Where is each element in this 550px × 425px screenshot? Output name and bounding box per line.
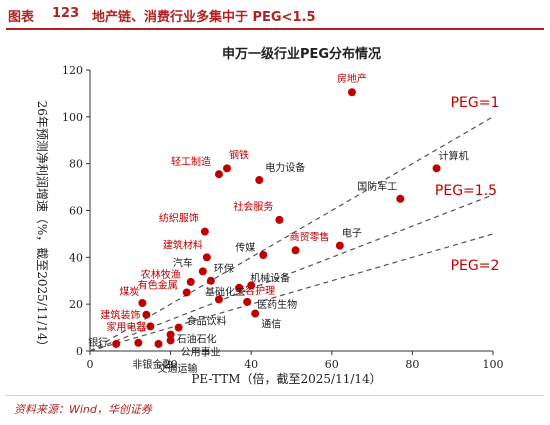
data-point [275,215,284,224]
data-point-label: 计算机 [439,149,469,162]
x-tick-label: 40 [244,358,258,371]
data-point-label: 钢铁 [229,148,249,161]
data-point-label: 医药生物 [257,298,297,311]
data-point-label: 美容护理 [235,284,275,297]
data-point [259,250,268,259]
source-note: 资料来源：Wind，华创证券 [14,403,152,416]
data-point-label: 公用事业 [181,345,221,358]
reference-line [90,194,493,351]
reference-line-label: PEG=2 [451,258,500,274]
data-point [214,295,223,304]
y-tick-label: 0 [76,345,83,358]
data-point-label: 国防军工 [357,180,397,193]
data-point [200,227,209,236]
data-point [214,170,223,179]
data-point [396,194,405,203]
data-point-label: 建筑材料 [163,238,203,251]
data-point [255,176,264,185]
figure-header: 图表 123 地产链、消费行业多集中于 PEG<1.5 [6,4,544,30]
data-point [432,164,441,173]
data-point [251,309,260,318]
data-point [223,164,232,173]
figure-title: 地产链、消费行业多集中于 PEG<1.5 [92,10,316,25]
data-point-label: 农林牧渔 [141,268,181,281]
data-point-label: 机械设备 [250,271,290,284]
y-tick-label: 40 [69,251,83,264]
data-point [142,310,151,319]
data-point [186,277,195,286]
data-point-label: 煤炭 [119,285,139,298]
y-axis-label: 26年预测净利润增速（%，截至2025/11/14） [35,101,49,353]
figure-label: 图表 [8,10,35,25]
chart-title: 申万一级行业PEG分布情况 [222,46,381,62]
figure-number: 123 [52,6,80,21]
x-tick-label: 0 [87,358,94,371]
data-point [291,246,300,255]
reference-line-label: PEG=1.5 [435,183,497,199]
data-point-label: 商贸零售 [290,230,330,243]
data-point-label: 电力设备 [265,161,305,174]
data-point [235,283,244,292]
x-tick-label: 60 [325,358,339,371]
data-point [174,323,183,332]
reference-line [90,116,493,351]
data-point-label: 汽车 [173,256,193,269]
data-point [206,276,215,285]
data-point-label: 银行 [88,336,108,349]
reference-line [90,233,493,351]
data-point-label: 轻工制造 [171,155,211,168]
data-point-label: 电子 [342,227,362,240]
y-tick-label: 60 [69,205,83,218]
data-point [166,330,175,339]
data-point [154,339,163,348]
data-point-label: 通信 [261,319,281,331]
x-tick-label: 100 [483,358,504,371]
data-point [198,267,207,276]
data-point-label: 有色金属 [138,278,178,291]
data-point-label: 纺织服饰 [159,212,199,225]
data-point [166,336,175,345]
data-point-label: 石油石化 [177,333,217,346]
data-point [202,253,211,262]
data-point [138,298,147,307]
reference-line-label: PEG=1 [451,95,500,111]
data-point [112,339,121,348]
data-point-label: 房地产 [337,72,367,85]
data-point-label: 交通运输 [158,362,198,375]
data-point-label: 环保 [214,262,234,275]
data-point-label: 基础化工 [205,285,245,298]
data-point-label: 传媒 [235,242,255,254]
data-point [182,288,191,297]
data-point [243,297,252,306]
data-point-label: 非银金融 [132,358,172,371]
data-point [347,88,356,97]
y-tick-label: 120 [62,64,83,77]
data-point-label: 社会服务 [233,200,273,213]
data-point [247,281,256,290]
data-point [146,322,155,331]
footer-divider [6,395,544,396]
y-tick-label: 80 [69,158,83,171]
x-tick-label: 80 [405,358,419,371]
data-point-label: 建筑装饰 [100,309,140,322]
data-point [134,338,143,347]
data-point-label: 食品饮料 [187,315,227,328]
x-tick-label: 20 [164,358,178,371]
x-axis-label: PE-TTM（倍，截至2025/11/14） [191,371,381,386]
data-point-label: 家用电器 [106,320,146,333]
data-point [335,241,344,250]
y-tick-label: 100 [62,111,83,124]
y-tick-label: 20 [69,298,83,311]
